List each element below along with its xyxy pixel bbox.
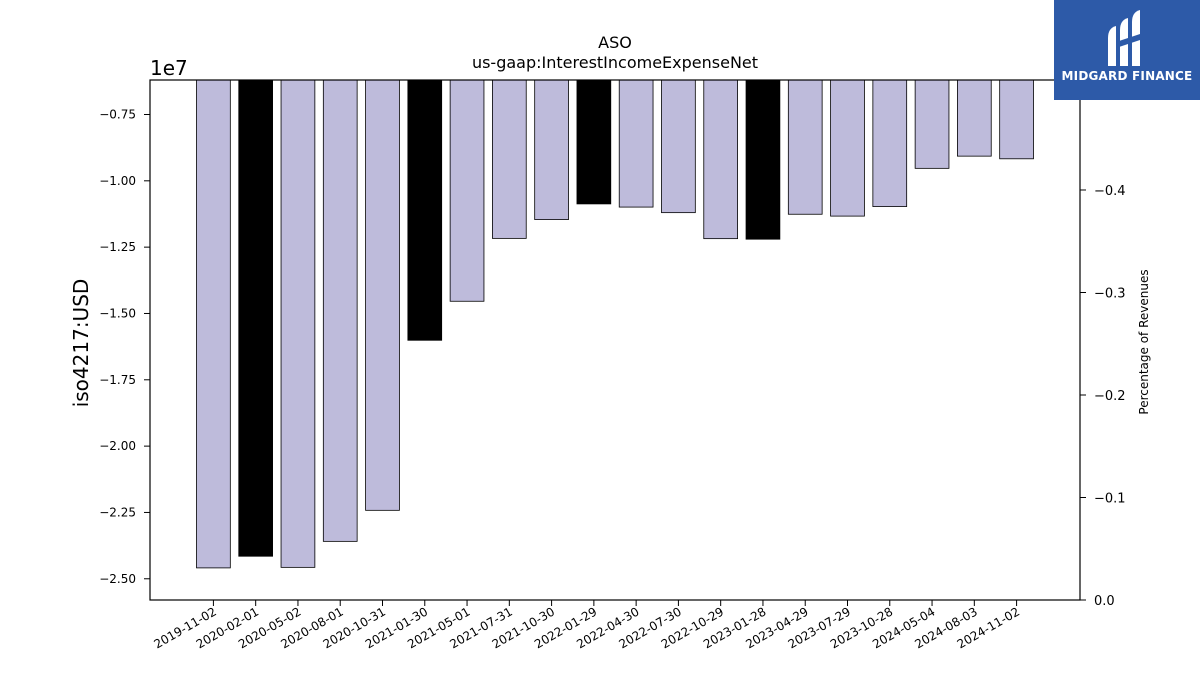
y2-tick-label: −0.2 bbox=[1094, 389, 1126, 404]
y-axis-label: iso4217:USD bbox=[69, 279, 93, 408]
bar bbox=[576, 79, 612, 205]
y-axis-offset-label: 1e7 bbox=[150, 56, 188, 80]
bar bbox=[661, 79, 696, 214]
bar bbox=[618, 79, 654, 208]
y-tick-label: −2.25 bbox=[99, 505, 136, 519]
bar bbox=[534, 79, 569, 220]
bar bbox=[196, 79, 231, 569]
bar bbox=[914, 79, 950, 169]
y-tick-label: −2.50 bbox=[99, 572, 136, 586]
y2-tick-label: −0.1 bbox=[1094, 491, 1126, 506]
bar bbox=[280, 79, 316, 568]
bar bbox=[830, 79, 865, 217]
logo-text: MIDGARD FINANCE bbox=[1061, 69, 1193, 83]
bar bbox=[449, 79, 485, 302]
chart-subtitle: us-gaap:InterestIncomeExpenseNet bbox=[472, 53, 758, 72]
y-tick-label: −1.50 bbox=[99, 306, 136, 320]
chart-title: ASO bbox=[598, 33, 632, 52]
y-tick-label: −0.75 bbox=[99, 107, 136, 121]
bar bbox=[322, 79, 358, 542]
y-tick-label: −1.00 bbox=[99, 174, 136, 188]
bar bbox=[703, 79, 738, 240]
bar bbox=[492, 79, 527, 239]
y-tick-label: −2.00 bbox=[99, 439, 136, 453]
bar bbox=[872, 79, 908, 207]
bar bbox=[787, 79, 823, 215]
bar bbox=[957, 79, 992, 157]
y2-tick-label: 0.0 bbox=[1094, 594, 1115, 609]
bar bbox=[365, 79, 400, 511]
bar bbox=[999, 79, 1034, 160]
y2-tick-label: −0.4 bbox=[1094, 184, 1126, 199]
y2-tick-label: −0.3 bbox=[1094, 286, 1126, 301]
y-tick-label: −1.75 bbox=[99, 373, 136, 387]
bar bbox=[407, 79, 443, 341]
midgard-finance-logo: MIDGARD FINANCE bbox=[1054, 0, 1200, 100]
y-tick-label: −1.25 bbox=[99, 240, 136, 254]
bar bbox=[745, 79, 781, 240]
y2-axis-label: Percentage of Revenues bbox=[1137, 269, 1151, 414]
plot-frame bbox=[149, 79, 1081, 601]
logo-mark-icon bbox=[1108, 10, 1140, 66]
bar bbox=[238, 79, 273, 557]
